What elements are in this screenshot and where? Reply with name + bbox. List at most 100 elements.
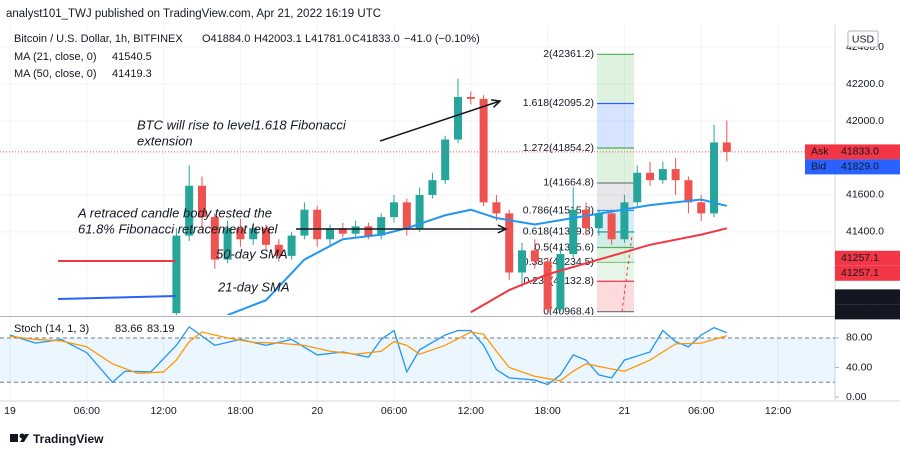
x-tick-label: 12:00 — [765, 405, 791, 417]
candle-body — [518, 250, 527, 273]
candle-body — [646, 172, 655, 181]
stoch-line — [9, 331, 728, 382]
candle-body — [658, 169, 667, 181]
candle-body — [249, 228, 258, 240]
fib-trend — [621, 235, 633, 312]
logo-mark — [10, 434, 18, 442]
candle-body — [607, 213, 616, 240]
candle-body — [543, 261, 552, 310]
price-tag-box — [805, 144, 835, 160]
annotation: 50-day SMA — [216, 246, 288, 261]
candle-body — [326, 228, 335, 240]
candle-body — [210, 217, 219, 260]
price-tag-label: 41257.1 — [841, 267, 879, 279]
candle-body — [569, 209, 578, 255]
legend-ohlc: O41884.0 — [202, 33, 250, 45]
candle-body — [300, 209, 309, 236]
x-tick-label: 18:00 — [227, 405, 253, 417]
candle-body — [710, 142, 719, 214]
candle-body — [684, 180, 693, 203]
y-tick-label: 42000.0 — [846, 115, 884, 127]
candle-body — [402, 202, 411, 229]
candle-body — [390, 202, 399, 218]
legend-ma-value: 41419.3 — [112, 68, 152, 80]
footer-logo-text: TradingView — [33, 432, 104, 446]
publish-header: analyst101_TWJ published on TradingView.… — [6, 8, 381, 20]
stoch-legend-name: Stoch (14, 1, 3) — [14, 323, 89, 335]
fib-zone — [597, 281, 634, 312]
legend-ohlc: C41833.0 — [352, 33, 400, 45]
candle-body — [582, 209, 591, 229]
legend-ohlc: L41781.0 — [305, 33, 351, 45]
fib-zone — [597, 54, 634, 104]
x-tick-label: 18:00 — [534, 405, 560, 417]
legend-change: −41.0 (−0.10%) — [404, 33, 480, 45]
fib-label: 0.5(41315.6) — [534, 241, 594, 253]
annotation: 61.8% Fibonacci retracement level — [78, 221, 279, 236]
x-tick-label: 19 — [4, 405, 16, 417]
candle-body — [197, 185, 206, 218]
candle-body — [223, 228, 232, 260]
candle-body — [594, 213, 603, 229]
arrow — [379, 100, 501, 142]
stoch-tick-label: 0.00 — [846, 391, 867, 403]
x-tick-label: 21 — [619, 405, 631, 417]
price-tag-box — [835, 250, 900, 266]
fib-label: 2(42361.2) — [543, 48, 594, 60]
candle-body — [274, 244, 283, 256]
candle-body — [351, 226, 360, 234]
fib-label: 0(40968.4) — [543, 305, 594, 317]
fib-label: 1.272(41854.2) — [523, 142, 594, 154]
candle-body — [287, 235, 296, 256]
price-tag-box — [835, 144, 900, 160]
price-tag-label: 41833.0 — [841, 146, 879, 158]
x-tick-label: 06:00 — [688, 405, 714, 417]
price-tag-label: 41041.9 — [841, 306, 879, 318]
currency-box — [847, 30, 879, 48]
candle-body — [466, 97, 475, 99]
fib-label: 1.618(42095.2) — [523, 97, 594, 109]
fib-zone — [597, 103, 634, 148]
stoch-legend-value: 83.19 — [147, 323, 175, 335]
annotation: extension — [137, 133, 193, 148]
stoch-line — [9, 325, 728, 386]
ma-line — [227, 198, 728, 315]
candle-body — [377, 217, 386, 236]
ma-line — [470, 227, 728, 314]
candle-body — [492, 202, 501, 214]
candle-body — [172, 235, 181, 314]
candle-body — [620, 202, 629, 240]
candle-body — [697, 202, 706, 214]
candle-body — [428, 180, 437, 195]
arrow-head — [490, 99, 502, 108]
drawn-line — [57, 295, 177, 300]
annotation: BTC will rise to level1.618 Fibonacci — [137, 117, 347, 132]
fib-zone — [597, 182, 634, 211]
legend-ma-name: MA (21, close, 0) — [14, 51, 97, 63]
legend-symbol: Bitcoin / U.S. Dollar, 1h, BITFINEX — [14, 33, 183, 45]
x-tick-label: 12:00 — [458, 405, 484, 417]
price-tag-name: Ask — [811, 146, 829, 158]
price-tag-label: 41257.1 — [841, 252, 879, 264]
candle-body — [364, 226, 373, 236]
candle-body — [338, 228, 347, 234]
x-tick-label: 06:00 — [381, 405, 407, 417]
fib-zone — [597, 147, 634, 183]
currency-label: USD — [852, 33, 875, 45]
candle-body — [185, 185, 194, 236]
stoch-pane — [0, 325, 835, 386]
price-tag-label: 41048.1 — [841, 291, 879, 303]
stoch-tick-label: 40.00 — [846, 361, 872, 373]
candle-body — [530, 250, 539, 262]
price-tag-box — [835, 289, 900, 305]
logo-mark — [20, 434, 29, 442]
candle-body — [556, 254, 565, 310]
candle-body — [722, 142, 731, 152]
annotation: 21-day SMA — [217, 279, 290, 294]
candle-body — [505, 213, 514, 273]
candle-body — [313, 209, 322, 240]
price-tag-name: Bid — [811, 161, 826, 173]
candle-body — [236, 228, 245, 240]
legend-ma-name: MA (50, close, 0) — [14, 68, 97, 80]
